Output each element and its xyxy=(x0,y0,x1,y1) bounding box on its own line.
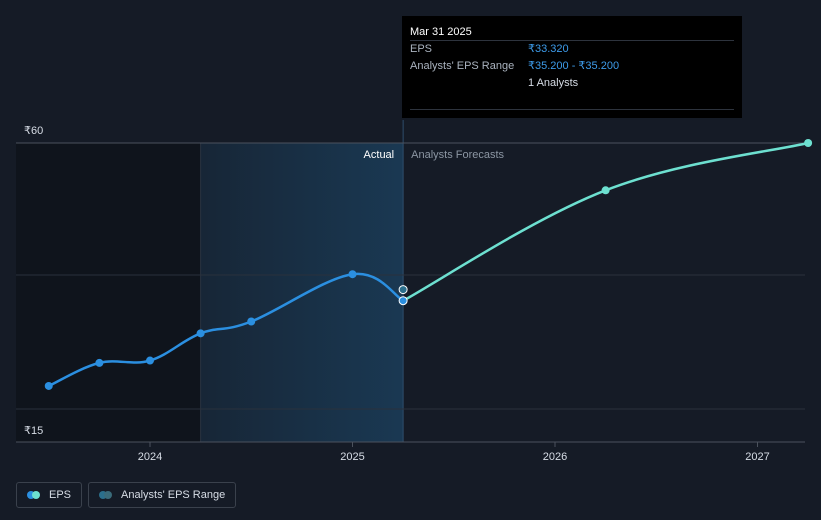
actual-eps-point xyxy=(348,270,357,279)
tooltip-analysts-row: 1 Analysts xyxy=(410,75,734,92)
actual-eps-point xyxy=(95,358,104,367)
tooltip-range-value: ₹35.200 - ₹35.200 xyxy=(528,60,620,72)
x-tick-label: 2024 xyxy=(138,451,162,463)
x-tick-label: 2025 xyxy=(340,451,364,463)
tooltip-analysts-count: 1 Analysts xyxy=(528,77,579,89)
x-tick-label: 2026 xyxy=(543,451,567,463)
range-legend-icon xyxy=(99,491,113,499)
eps-legend-icon xyxy=(27,491,41,499)
actual-eps-point xyxy=(44,381,53,390)
region-labels: Actual Analysts Forecasts xyxy=(364,149,505,161)
tooltip-date: Mar 31 2025 xyxy=(410,26,472,38)
range-swatch-b xyxy=(104,491,113,499)
x-tick-label: 2027 xyxy=(745,451,769,463)
legend-eps-button[interactable]: EPS xyxy=(16,482,83,508)
x-axis-labels: 2024 2025 2026 2027 xyxy=(138,451,770,463)
actual-highlight xyxy=(200,143,404,442)
tooltip-eps-row: EPS ₹33.320 xyxy=(410,40,734,58)
tooltip-eps-label: EPS xyxy=(410,43,433,55)
legend-range-label: Analysts' EPS Range xyxy=(121,489,226,501)
series-points xyxy=(44,139,813,390)
chart-shading xyxy=(16,120,404,442)
tooltip-divider xyxy=(410,109,734,110)
tooltip-range-label: Analysts' EPS Range xyxy=(410,60,515,72)
tooltip-panel: Mar 31 2025 EPS ₹33.320 Analysts' EPS Ra… xyxy=(402,16,742,118)
actual-eps-point xyxy=(247,317,256,326)
eps-swatch-forecast xyxy=(32,491,40,499)
legend-range-button[interactable]: Analysts' EPS Range xyxy=(88,482,237,508)
forecast-eps-line xyxy=(401,141,810,302)
chart-grid xyxy=(16,142,805,447)
eps-swatch-actual xyxy=(27,491,35,499)
actual-eps-point xyxy=(146,356,154,365)
forecast-label: Analysts Forecasts xyxy=(411,149,504,161)
actual-label: Actual xyxy=(364,149,395,161)
actual-eps-point xyxy=(196,329,205,338)
tooltip-analysts-spacer xyxy=(410,75,528,92)
y-label-top: ₹60 xyxy=(24,125,43,137)
range-point xyxy=(398,285,408,295)
range-swatch-a xyxy=(99,491,108,499)
past-shade xyxy=(16,143,201,442)
y-label-bottom: ₹15 xyxy=(24,425,43,437)
actual-eps-point xyxy=(398,296,408,306)
legend-eps-label: EPS xyxy=(49,489,72,501)
tooltip-eps-value: ₹33.320 xyxy=(528,43,569,55)
y-axis-labels: ₹60 ₹15 xyxy=(24,125,43,437)
chart-legend: EPS Analysts' EPS Range xyxy=(16,482,237,508)
forecast-eps-point xyxy=(601,186,610,195)
forecast-eps-point xyxy=(804,139,813,147)
tooltip-range-row: Analysts' EPS Range ₹35.200 - ₹35.200 xyxy=(410,58,734,75)
